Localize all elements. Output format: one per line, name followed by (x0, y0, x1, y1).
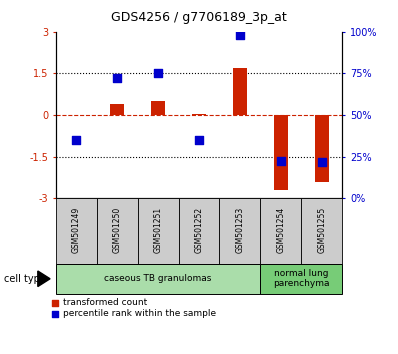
Legend: transformed count, percentile rank within the sample: transformed count, percentile rank withi… (52, 298, 216, 318)
Bar (56, 198, 97, 264)
Bar (315, 115, 329, 182)
Point (73, 137, 79, 143)
Point (196, 137, 202, 143)
Text: GSM501255: GSM501255 (317, 206, 326, 253)
Bar (138, 198, 179, 264)
Bar (179, 198, 219, 264)
Text: normal lung
parenchyma: normal lung parenchyma (273, 269, 330, 289)
Text: GSM501250: GSM501250 (113, 206, 122, 253)
Text: GDS4256 / g7706189_3p_at: GDS4256 / g7706189_3p_at (111, 11, 287, 24)
Bar (192, 114, 206, 115)
Text: GSM501254: GSM501254 (276, 206, 285, 253)
Bar (56, 264, 260, 294)
Polygon shape (38, 271, 50, 287)
Text: GSM501252: GSM501252 (195, 207, 203, 253)
Bar (233, 68, 247, 115)
Text: GSM501251: GSM501251 (154, 207, 162, 253)
Bar (219, 198, 260, 264)
Bar (301, 198, 342, 264)
Point (155, 71, 161, 76)
Text: GSM501249: GSM501249 (72, 206, 81, 253)
Point (237, 32, 243, 38)
Bar (97, 198, 138, 264)
Point (114, 75, 120, 80)
Point (319, 159, 325, 165)
Bar (110, 104, 124, 115)
Text: GSM501253: GSM501253 (236, 206, 244, 253)
Text: cell type: cell type (4, 274, 46, 284)
Bar (274, 115, 288, 190)
Text: caseous TB granulomas: caseous TB granulomas (104, 274, 212, 283)
Bar (151, 101, 165, 115)
Bar (260, 264, 342, 294)
Point (278, 158, 284, 164)
Bar (260, 198, 301, 264)
